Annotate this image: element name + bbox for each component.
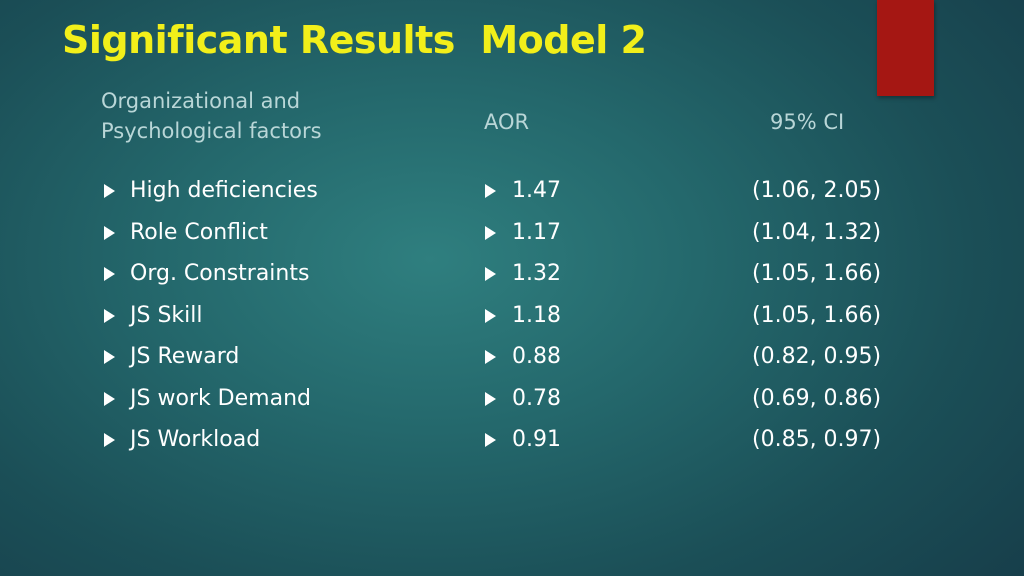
bullet-icon: [485, 225, 496, 240]
aor-value: 1.47: [512, 178, 561, 203]
factor-label: Org. Constraints: [130, 261, 310, 286]
ci-value: (1.05, 1.66): [752, 302, 882, 328]
factor-label: JS Workload: [130, 427, 261, 452]
aor-value: 0.88: [512, 344, 561, 369]
bullet-icon: [104, 433, 115, 447]
ci-value: (1.04, 1.32): [752, 219, 882, 245]
bullet-icon: [104, 308, 115, 323]
result-row: JS Skill 1.18 (1.05, 1.66): [0, 301, 1024, 343]
ci-value: (1.05, 1.66): [752, 261, 882, 286]
header-ci: 95% CI: [770, 110, 845, 134]
bullet-icon: [485, 308, 496, 323]
aor-value: 1.32: [512, 261, 561, 286]
ci-value: (0.69, 0.86): [752, 385, 882, 411]
result-row: JS work Demand 0.78 (0.69, 0.86): [0, 384, 1024, 426]
bullet-icon: [104, 184, 115, 198]
accent-tab: [877, 0, 934, 96]
aor-value: 1.18: [512, 302, 561, 328]
factor-label: Role Conflict: [130, 219, 268, 245]
results-list: High deficiencies 1.47 (1.06, 2.05) Role…: [0, 176, 1024, 467]
factor-label: JS work Demand: [130, 385, 311, 411]
factor-label: JS Reward: [130, 344, 240, 369]
bullet-icon: [104, 391, 115, 406]
aor-value: 1.17: [512, 219, 561, 245]
bullet-icon: [485, 433, 496, 447]
result-row: High deficiencies 1.47 (1.06, 2.05): [0, 176, 1024, 218]
result-row: Org. Constraints 1.32 (1.05, 1.66): [0, 259, 1024, 301]
aor-value: 0.78: [512, 385, 561, 411]
header-factors: Organizational and Psychological factors: [101, 89, 322, 143]
slide-title: Significant Results Model 2: [62, 18, 647, 62]
bullet-icon: [485, 267, 496, 281]
bullet-icon: [104, 267, 115, 281]
bullet-icon: [104, 225, 115, 240]
ci-value: (0.85, 0.97): [752, 427, 882, 452]
factor-label: JS Skill: [130, 302, 203, 328]
bullet-icon: [485, 391, 496, 406]
header-aor: AOR: [484, 110, 530, 134]
ci-value: (1.06, 2.05): [752, 178, 882, 203]
aor-value: 0.91: [512, 427, 561, 452]
ci-value: (0.82, 0.95): [752, 344, 882, 369]
bullet-icon: [104, 350, 115, 364]
result-row: JS Workload 0.91 (0.85, 0.97): [0, 425, 1024, 467]
result-row: JS Reward 0.88 (0.82, 0.95): [0, 342, 1024, 384]
bullet-icon: [485, 184, 496, 198]
factor-label: High deficiencies: [130, 178, 318, 203]
bullet-icon: [485, 350, 496, 364]
result-row: Role Conflict 1.17 (1.04, 1.32): [0, 218, 1024, 260]
